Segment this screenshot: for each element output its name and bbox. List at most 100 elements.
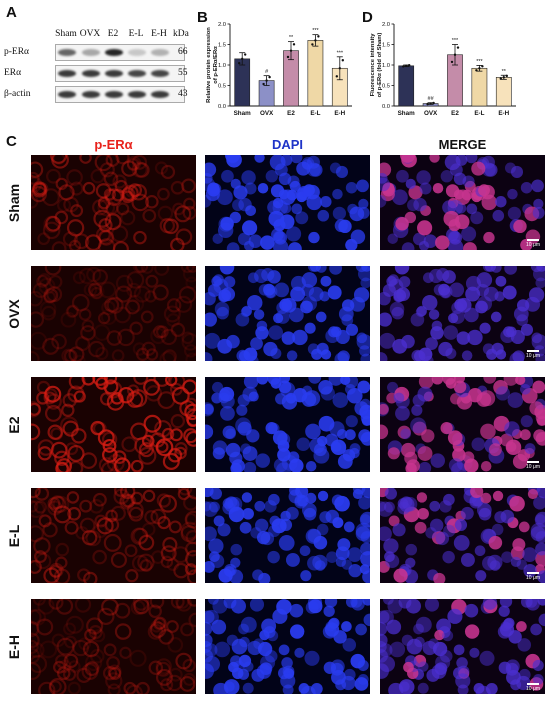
cell-nucleus [149, 621, 167, 638]
cell-nucleus [66, 491, 80, 504]
cell-nucleus [360, 353, 370, 361]
cell-nucleus [534, 345, 545, 357]
cell-nucleus [48, 562, 64, 578]
data-point [268, 75, 271, 79]
data-point [426, 102, 429, 106]
cell-nucleus [158, 629, 174, 645]
cell-nucleus [479, 390, 496, 407]
data-point [456, 46, 460, 49]
cell-nucleus [185, 397, 196, 411]
cell-nucleus [270, 184, 285, 198]
micrograph-cells [380, 488, 545, 583]
cell-nucleus [175, 228, 193, 246]
cell-nucleus [240, 616, 257, 633]
cell-nucleus [79, 517, 96, 534]
cell-nucleus [430, 453, 445, 468]
cell-nucleus [144, 510, 159, 525]
cell-nucleus [357, 266, 370, 282]
cell-nucleus [360, 542, 370, 556]
cell-nucleus [157, 187, 170, 201]
wb-band [128, 49, 146, 56]
cell-nucleus [467, 329, 483, 346]
cell-nucleus [360, 514, 370, 525]
y-axis-label-line: of p-ERα (fold of Sham) [377, 33, 383, 98]
cell-nucleus [247, 640, 262, 656]
cell-nucleus [512, 350, 525, 361]
cell-nucleus [54, 210, 69, 225]
cell-nucleus [289, 458, 304, 472]
cell-nucleus [248, 234, 263, 249]
wb-kda-value: 66 [178, 47, 188, 57]
cell-nucleus [99, 162, 115, 178]
cell-nucleus [520, 238, 533, 250]
cell-nucleus [145, 194, 159, 209]
cell-nucleus [470, 211, 484, 225]
cell-nucleus [63, 196, 79, 213]
cell-nucleus [31, 500, 46, 519]
cell-nucleus [84, 628, 97, 642]
cell-nucleus [380, 649, 388, 663]
cell-nucleus [433, 572, 446, 583]
cell-nucleus [31, 331, 48, 350]
cell-nucleus [37, 273, 52, 287]
cell-nucleus [530, 526, 545, 541]
cell-nucleus [81, 319, 95, 333]
cell-nucleus [159, 351, 177, 361]
cell-nucleus [114, 457, 131, 472]
cell-nucleus [90, 168, 106, 184]
cell-nucleus [163, 218, 179, 235]
cell-nucleus [255, 326, 269, 340]
cell-nucleus [175, 295, 193, 313]
cell-nucleus [53, 568, 71, 583]
data-point [402, 65, 405, 68]
cell-nucleus [226, 242, 240, 250]
cell-nucleus [432, 641, 448, 657]
cell-nucleus [174, 205, 192, 223]
cell-nucleus [106, 656, 120, 670]
x-tick-label: Sham [398, 110, 416, 117]
cell-nucleus [244, 182, 257, 195]
cell-nucleus [320, 275, 332, 287]
cell-nucleus [140, 266, 154, 274]
cell-nucleus [231, 459, 245, 472]
cell-nucleus [33, 500, 48, 514]
scale-bar-label: 10 μm [526, 686, 540, 692]
significance-label: *** [337, 50, 344, 56]
micrograph-column-header: DAPI [271, 137, 304, 152]
cell-nucleus [348, 563, 362, 578]
micrograph-cells [205, 488, 370, 583]
cell-nucleus [81, 663, 99, 681]
cell-nucleus [205, 352, 213, 361]
cell-nucleus [47, 424, 63, 440]
bar [234, 58, 251, 107]
cell-nucleus [456, 394, 473, 410]
cell-nucleus [66, 169, 83, 186]
cell-nucleus [513, 306, 529, 322]
cell-nucleus [176, 599, 192, 612]
cell-nucleus [165, 620, 179, 633]
cell-nucleus [332, 188, 343, 200]
cell-nucleus [362, 599, 370, 606]
cell-nucleus [56, 198, 72, 213]
cell-nucleus [278, 380, 292, 394]
cell-nucleus [154, 420, 172, 438]
cell-nucleus [286, 226, 302, 242]
cell-nucleus [220, 217, 234, 231]
cell-nucleus [288, 242, 302, 250]
cell-nucleus [417, 682, 429, 694]
cell-nucleus [454, 298, 468, 312]
cell-nucleus [150, 620, 163, 633]
cell-nucleus [181, 332, 196, 351]
cell-nucleus [106, 296, 124, 314]
cell-nucleus [36, 391, 50, 405]
cell-nucleus [31, 350, 40, 361]
micrograph-cells [205, 266, 370, 361]
x-tick-label: E2 [451, 110, 459, 117]
cell-nucleus [483, 377, 497, 384]
cell-nucleus [265, 650, 278, 663]
cell-nucleus [533, 198, 544, 209]
cell-nucleus [100, 308, 117, 326]
cell-nucleus [75, 526, 89, 540]
cell-nucleus [530, 623, 542, 636]
cell-nucleus [304, 650, 320, 666]
